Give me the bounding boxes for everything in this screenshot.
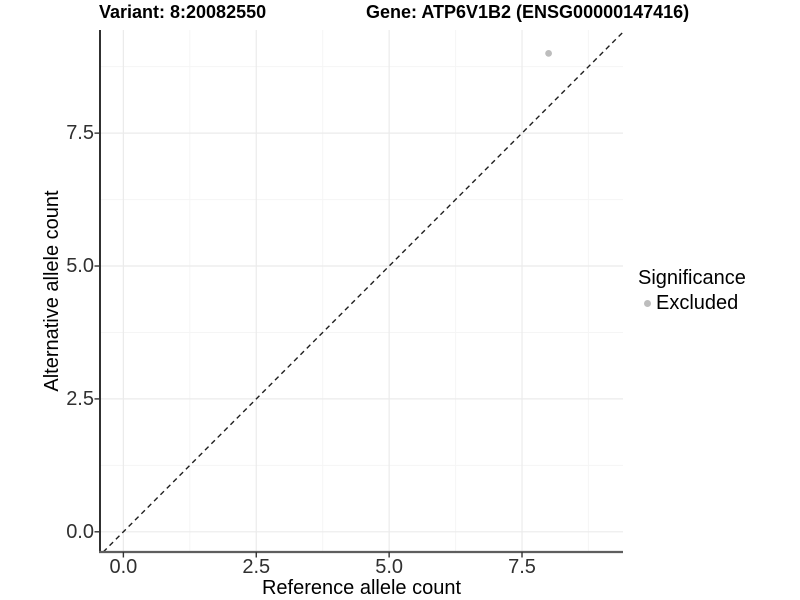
y-tick-label: 7.5 — [66, 122, 94, 145]
y-tick-label: 5.0 — [66, 255, 94, 278]
y-tick-label: 0.0 — [66, 520, 94, 543]
y-axis-title-text: Alternative allele count — [41, 190, 63, 392]
x-tick-label: 5.0 — [375, 556, 404, 578]
legend-item-excluded: Excluded — [638, 292, 798, 314]
legend-point-icon — [643, 299, 651, 307]
x-tick-label: 2.5 — [242, 556, 271, 578]
legend-title: Significance — [638, 267, 746, 289]
plot-title-variant: Variant: 8:20082550 — [99, 2, 267, 22]
y-tick-label: 2.5 — [66, 387, 94, 410]
x-tick-label: 7.5 — [508, 556, 536, 578]
legend-item-label: Excluded — [656, 292, 739, 314]
identity-dashed-line — [102, 31, 624, 553]
legend: Significance Excluded — [638, 266, 798, 314]
x-tick-label: 0.0 — [109, 556, 138, 578]
data-point-excluded — [545, 49, 552, 57]
x-axis-title: Reference allele count — [261, 577, 461, 599]
plot-title-gene: Gene: ATP6V1B2 (ENSG00000147416) — [366, 2, 690, 22]
legend-key — [638, 292, 656, 314]
